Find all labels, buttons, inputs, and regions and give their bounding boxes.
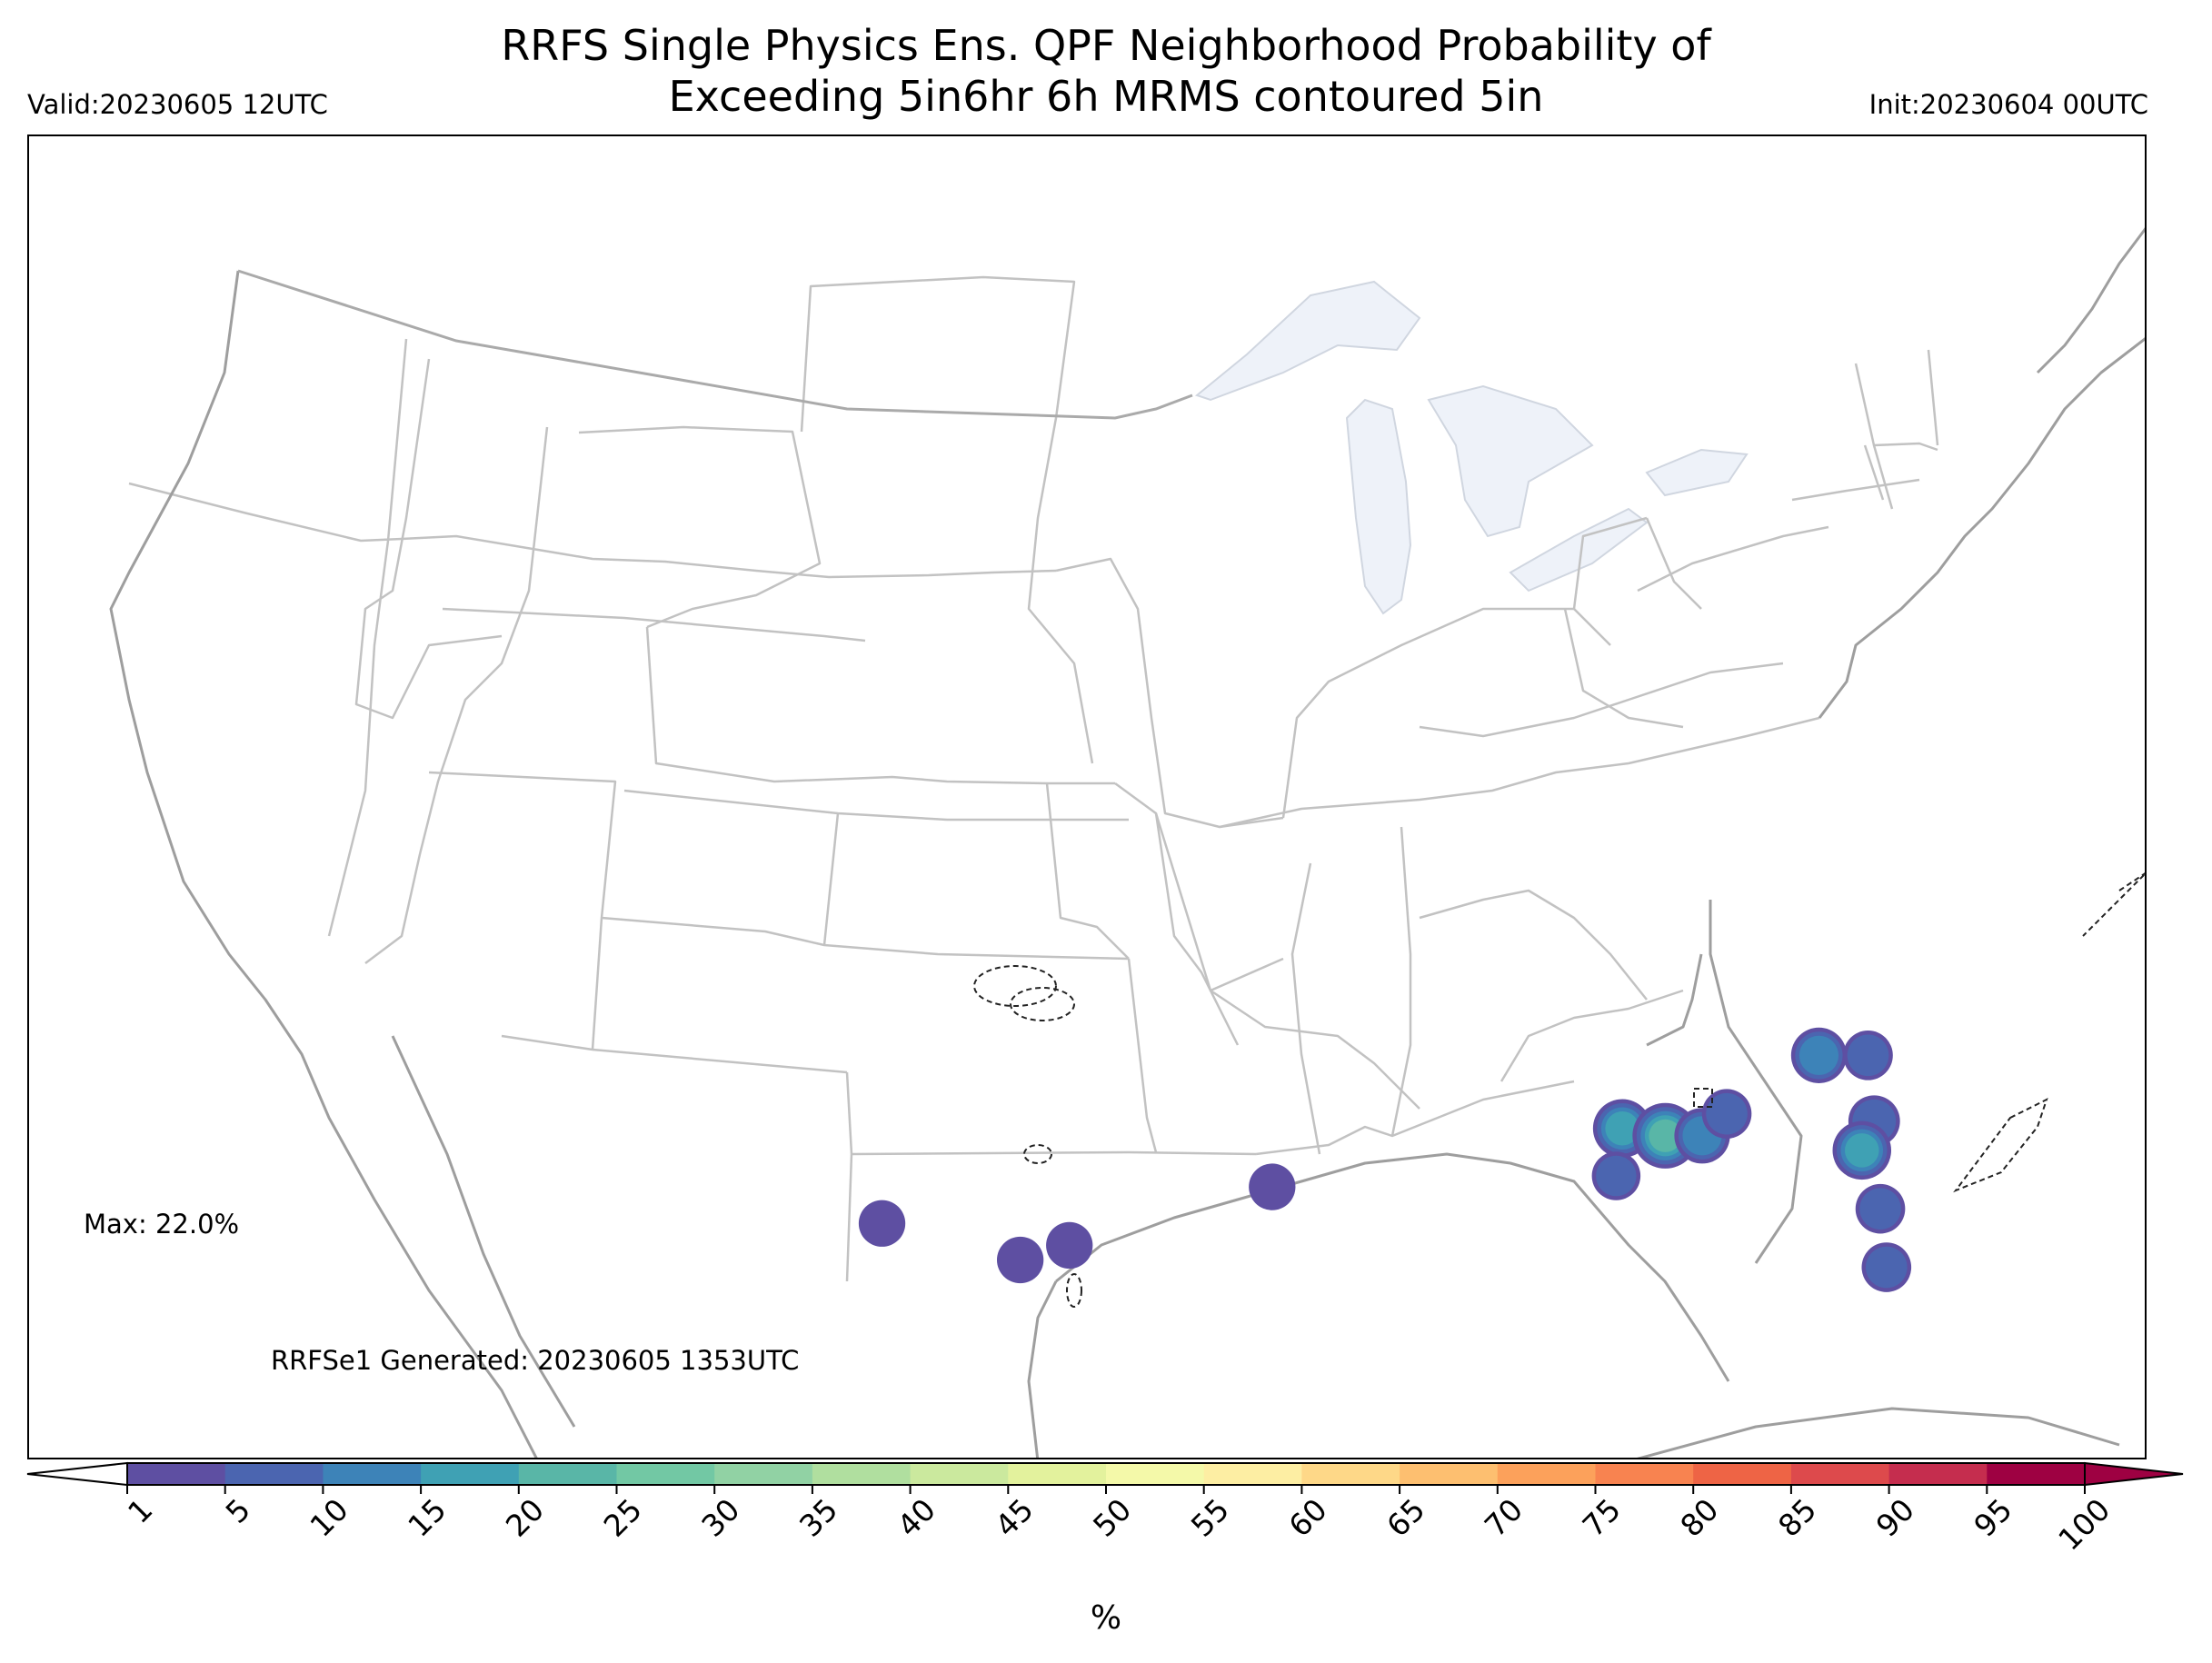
colorbar-segment <box>1595 1463 1694 1485</box>
colorbar: 1 5 10 15 20 25 30 35 40 45 50 55 60 65 70 75 80 85 90 95 10… <box>26 1461 2184 1637</box>
init-time-label: Init:20230604 00UTC <box>1868 89 2148 120</box>
mrms-contour <box>2082 872 2145 937</box>
title-line-1: RRFS Single Physics Ens. QPF Neighborhoo… <box>501 21 1711 70</box>
colorbar-min-extension <box>26 1461 128 1487</box>
probability-area <box>1832 1120 1892 1180</box>
colorbar-segment <box>1693 1463 1792 1485</box>
colorbar-tick-label: 20 <box>499 1491 551 1543</box>
colorbar-tick-label: 65 <box>1380 1491 1431 1543</box>
probability-contour <box>996 1236 1044 1284</box>
probability-contour <box>1859 1188 1901 1230</box>
colorbar-tick-label: 90 <box>1869 1491 1921 1543</box>
probability-contour <box>1847 1034 1889 1077</box>
colorbar-tick-label: 95 <box>1967 1491 2018 1543</box>
probability-area <box>1701 1089 1752 1139</box>
mrms-contour <box>1066 1273 1082 1308</box>
colorbar-segment <box>127 1463 226 1485</box>
probability-area <box>1249 1163 1296 1210</box>
probability-contour <box>1605 1111 1639 1146</box>
max-value-label: Max: 22.0% <box>84 1209 240 1240</box>
colorbar-segment <box>714 1463 813 1485</box>
colorbar-tick-label: 55 <box>1184 1491 1236 1543</box>
colorbar-tick-label: 75 <box>1576 1491 1628 1543</box>
colorbar-max-extension <box>2084 1461 2184 1487</box>
coastline-layer <box>109 227 2145 1458</box>
probability-area <box>1855 1183 1906 1234</box>
probability-area <box>858 1200 906 1247</box>
colorbar-tick-label: 35 <box>792 1491 844 1543</box>
map-title: RRFS Single Physics Ens. QPF Neighborhoo… <box>0 20 2212 122</box>
mrms-contour <box>1010 987 1075 1021</box>
colorbar-tick-label: 45 <box>988 1491 1040 1543</box>
colorbar-segments <box>127 1463 2086 1485</box>
probability-area <box>996 1236 1044 1284</box>
colorbar-tick-label: 60 <box>1281 1491 1333 1543</box>
colorbar-ticks: 1 5 10 15 20 25 30 35 40 45 50 55 60 65 70 75 80 85 90 95 10… <box>121 1485 2117 1558</box>
colorbar-segment <box>616 1463 715 1485</box>
canada-border <box>237 269 1193 420</box>
lake-ontario <box>1645 448 1749 497</box>
colorbar-tick-label: 30 <box>694 1491 746 1543</box>
probability-contour <box>1596 1155 1637 1197</box>
mrms-5in-contours <box>973 872 2145 1308</box>
map-panel <box>27 134 2147 1459</box>
probability-contour <box>858 1200 906 1247</box>
colorbar-segment <box>323 1463 422 1485</box>
mrms-contour <box>1023 1144 1052 1164</box>
colorbar-tick-label: 85 <box>1771 1491 1823 1543</box>
probability-contour <box>1706 1092 1748 1135</box>
states-layer <box>128 275 1939 1282</box>
colorbar-tick-label: 70 <box>1478 1491 1529 1543</box>
probability-contour <box>1046 1221 1093 1270</box>
colorbar-segment <box>1106 1463 1205 1485</box>
colorbar-tick-label: 5 <box>219 1491 257 1529</box>
colorbar-segment <box>518 1463 617 1485</box>
colorbar-tick-label: 40 <box>891 1491 942 1543</box>
probability-contour <box>1845 1133 1879 1168</box>
colorbar-segment <box>1301 1463 1400 1485</box>
colorbar-segment <box>1497 1463 1596 1485</box>
lakes-layer <box>1194 280 1749 615</box>
colorbar-segment <box>812 1463 912 1485</box>
probability-contours <box>858 1027 1912 1292</box>
probability-area <box>1790 1027 1848 1083</box>
probability-contour <box>1649 1119 1682 1152</box>
colorbar-segment <box>1008 1463 1107 1485</box>
probability-contour <box>1798 1035 1839 1075</box>
probability-area <box>1861 1242 1912 1292</box>
map-canvas <box>109 227 2145 1458</box>
colorbar-tick-label: 80 <box>1673 1491 1725 1543</box>
colorbar-segment <box>421 1463 520 1485</box>
colorbar-tick-label: 25 <box>597 1491 649 1543</box>
probability-area <box>1046 1221 1093 1270</box>
colorbar-unit-label: % <box>1091 1599 1121 1637</box>
colorbar-segment <box>1203 1463 1302 1485</box>
colorbar-segment <box>1790 1463 1890 1485</box>
lake-erie <box>1509 507 1649 593</box>
valid-time-label: Valid:20230605 12UTC <box>27 89 328 120</box>
colorbar-segment <box>1400 1463 1499 1485</box>
mrms-contour <box>1693 1088 1713 1108</box>
colorbar-segment <box>910 1463 1009 1485</box>
mrms-contour <box>973 965 1057 1007</box>
lake-superior <box>1194 280 1421 402</box>
colorbar-tick-label: 50 <box>1086 1491 1138 1543</box>
mrms-contour <box>1953 1098 2048 1193</box>
generated-label: RRFSe1 Generated: 20230605 1353UTC <box>271 1345 800 1376</box>
colorbar-tick-label: 100 <box>2051 1491 2117 1557</box>
lake-michigan <box>1345 398 1412 615</box>
probability-contour <box>1249 1163 1296 1210</box>
colorbar-segment <box>1888 1463 1988 1485</box>
lake-huron <box>1427 384 1594 538</box>
colorbar-tick-label: 1 <box>121 1491 159 1529</box>
probability-area <box>1843 1031 1893 1080</box>
colorbar-segment <box>224 1463 324 1485</box>
colorbar-tick-label: 15 <box>401 1491 453 1543</box>
title-line-2: Exceeding 5in6hr 6h MRMS contoured 5in <box>668 72 1544 121</box>
probability-area <box>1591 1151 1641 1200</box>
colorbar-segment <box>1987 1463 2086 1485</box>
probability-contour <box>1866 1246 1908 1289</box>
colorbar-tick-label: 10 <box>303 1491 354 1543</box>
